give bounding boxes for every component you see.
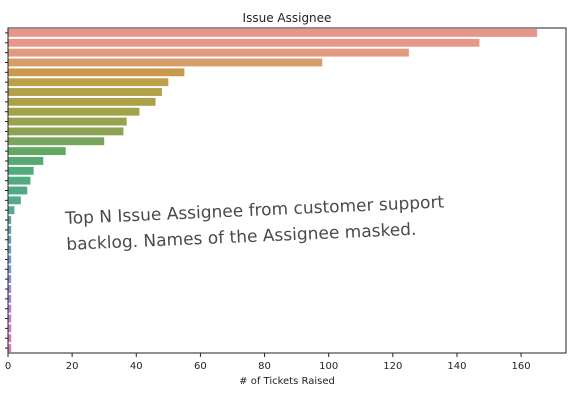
bar (8, 38, 480, 47)
bar (8, 176, 31, 185)
bar (8, 88, 162, 96)
bar (8, 285, 12, 293)
x-axis-label: # of Tickets Raised (239, 376, 335, 387)
chart-annotation: Top N Issue Assignee from customer suppo… (64, 192, 446, 255)
bar (8, 304, 12, 313)
bar (8, 245, 12, 254)
bar (8, 275, 12, 284)
bar (8, 206, 15, 215)
bar (8, 97, 156, 106)
plot-border (7, 27, 567, 354)
x-tick-label: 120 (383, 361, 402, 372)
x-tick-label: 0 (5, 361, 11, 372)
bar (8, 294, 12, 303)
bar (8, 166, 34, 175)
x-tick-label: 40 (130, 361, 143, 372)
bar (8, 107, 140, 116)
bar (8, 137, 105, 146)
bar (8, 314, 12, 323)
x-tick-label: 100 (319, 361, 338, 372)
bar (8, 225, 12, 234)
bar (8, 157, 44, 165)
bar (8, 186, 28, 195)
bar (8, 48, 409, 57)
bar (8, 265, 12, 274)
bar (8, 127, 124, 136)
x-tick-label: 160 (512, 361, 531, 372)
x-tick-label: 80 (258, 361, 271, 372)
bar (8, 68, 185, 77)
plot-frame (7, 27, 567, 354)
x-tick-label: 20 (66, 361, 79, 372)
bar (8, 196, 21, 205)
bar (8, 334, 12, 343)
bar (8, 216, 12, 224)
bar (8, 28, 538, 37)
bar (8, 117, 127, 126)
bar (8, 344, 12, 353)
bar (8, 255, 12, 264)
bar (8, 147, 66, 156)
bar (8, 324, 12, 333)
bar (8, 78, 169, 87)
x-tick-label: 60 (194, 361, 207, 372)
chart-title: Issue Assignee (243, 11, 332, 25)
bar (8, 58, 323, 67)
x-tick-label: 140 (447, 361, 466, 372)
x-ticks-group: 0 20 40 60 80 100 120 140 160 (5, 353, 531, 372)
bar (8, 235, 12, 244)
bars-group (8, 28, 538, 353)
